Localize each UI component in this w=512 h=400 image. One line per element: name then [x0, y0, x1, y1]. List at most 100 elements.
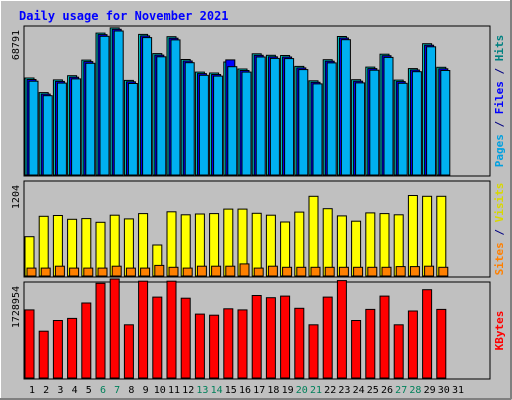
bar-sites-day-16 — [239, 263, 250, 277]
bar-pages-day-10 — [156, 56, 167, 176]
bar-pages-day-17 — [255, 56, 266, 176]
panel-sites-visits: 1204 Sites / Visits — [11, 180, 506, 278]
series-label-part: Files — [493, 81, 506, 114]
bar-visits-day-8 — [123, 218, 134, 277]
series-label-part: / — [493, 61, 506, 81]
series-label-part: / — [493, 114, 506, 134]
series-label-part: Hits — [493, 35, 506, 62]
bar-sites-day-11 — [168, 266, 179, 277]
x-tick-day-16: 16 — [239, 385, 251, 396]
panel-max-label: 1728954 — [11, 286, 22, 328]
panel-series-label: KBytes — [493, 311, 506, 351]
bar-visits-day-2 — [38, 215, 49, 277]
x-tick-day-20: 20 — [296, 385, 308, 396]
series-label-part: Sites — [493, 242, 506, 275]
bar-pages-day-30 — [440, 70, 451, 176]
bar-kbytes-day-18 — [265, 297, 276, 379]
bar-kbytes-day-30 — [436, 308, 447, 379]
bar-sites-day-28 — [409, 266, 420, 277]
bar-sites-day-29 — [424, 265, 435, 277]
bar-kbytes-day-21 — [308, 324, 319, 379]
bar-pages-day-27 — [397, 82, 408, 176]
panel-series-label: Pages / Files / Hits — [493, 35, 506, 168]
x-tick-day-29: 29 — [424, 385, 436, 396]
panel-max-label: 1204 — [11, 185, 22, 209]
chart-title: Daily usage for November 2021 — [19, 9, 229, 23]
panel-series-label: Sites / Visits — [493, 183, 506, 276]
bar-sites-day-2 — [40, 267, 51, 277]
bar-pages-day-16 — [241, 71, 252, 176]
bar-pages-day-8 — [127, 83, 138, 176]
bar-visits-day-20 — [294, 211, 305, 277]
bar-sites-day-6 — [97, 267, 108, 277]
bar-pages-day-26 — [383, 56, 394, 176]
bar-pages-day-6 — [99, 35, 110, 176]
x-tick-day-18: 18 — [267, 385, 279, 396]
bar-visits-day-9 — [138, 213, 149, 277]
bar-sites-day-18 — [267, 265, 278, 277]
bar-pages-day-18 — [269, 57, 280, 176]
bar-visits-day-5 — [81, 218, 92, 277]
x-tick-day-31: 31 — [452, 385, 464, 396]
bar-visits-day-29 — [422, 195, 433, 277]
x-tick-day-22: 22 — [324, 385, 336, 396]
bar-kbytes-day-25 — [365, 308, 376, 379]
x-tick-day-17: 17 — [253, 385, 265, 396]
bar-kbytes-day-4 — [67, 317, 78, 379]
bar-sites-day-13 — [196, 265, 207, 277]
bar-pages-day-22 — [326, 62, 337, 176]
bar-pages-day-28 — [411, 71, 422, 176]
bar-sites-day-27 — [395, 266, 406, 277]
bar-pages-day-25 — [369, 69, 380, 176]
bar-visits-day-4 — [67, 218, 78, 277]
bar-kbytes-day-17 — [251, 295, 262, 379]
x-tick-day-9: 9 — [143, 385, 149, 396]
x-tick-day-5: 5 — [86, 385, 92, 396]
bar-pages-day-1 — [28, 80, 39, 176]
bar-sites-day-22 — [324, 266, 335, 277]
panel-pages-files-hits: 68791 Pages / Files / Hits — [11, 25, 506, 177]
x-tick-day-13: 13 — [196, 385, 208, 396]
x-tick-day-4: 4 — [72, 385, 78, 396]
bar-sites-day-7 — [111, 265, 122, 277]
series-label-part: Pages — [493, 134, 506, 167]
bar-kbytes-day-8 — [123, 324, 134, 379]
x-tick-day-28: 28 — [409, 385, 421, 396]
panel-max-label: 68791 — [11, 30, 22, 60]
bar-kbytes-day-1 — [24, 309, 35, 379]
bar-kbytes-day-16 — [237, 309, 248, 379]
bar-kbytes-day-27 — [393, 324, 404, 379]
bar-sites-day-3 — [54, 265, 65, 277]
bar-kbytes-day-3 — [52, 320, 63, 379]
x-tick-day-12: 12 — [182, 385, 194, 396]
bar-kbytes-day-20 — [294, 307, 305, 379]
bar-pages-day-20 — [298, 69, 309, 176]
bar-pages-day-19 — [284, 58, 295, 176]
x-tick-day-21: 21 — [310, 385, 322, 396]
bar-kbytes-day-5 — [81, 302, 92, 379]
bar-sites-day-12 — [182, 267, 193, 277]
bar-kbytes-day-10 — [152, 296, 163, 379]
x-tick-day-7: 7 — [114, 385, 120, 396]
bar-pages-day-29 — [426, 46, 437, 176]
bar-sites-day-4 — [69, 267, 80, 277]
x-tick-day-27: 27 — [395, 385, 407, 396]
bar-sites-day-25 — [367, 266, 378, 277]
bar-pages-day-3 — [56, 82, 67, 176]
bar-visits-day-26 — [379, 213, 390, 277]
bar-kbytes-day-11 — [166, 280, 177, 379]
bar-pages-day-9 — [142, 37, 153, 176]
bar-pages-day-15 — [227, 66, 238, 176]
bar-sites-day-14 — [211, 265, 222, 277]
bar-pages-day-21 — [312, 83, 323, 176]
bar-pages-day-23 — [340, 39, 351, 176]
bar-sites-day-21 — [310, 266, 321, 277]
bar-pages-day-7 — [113, 30, 124, 176]
bar-kbytes-day-23 — [336, 280, 347, 379]
bar-sites-day-24 — [353, 266, 364, 277]
series-label-part: / — [493, 222, 506, 242]
bar-kbytes-day-19 — [280, 295, 291, 379]
x-tick-day-24: 24 — [353, 385, 365, 396]
bar-pages-day-12 — [184, 62, 195, 176]
